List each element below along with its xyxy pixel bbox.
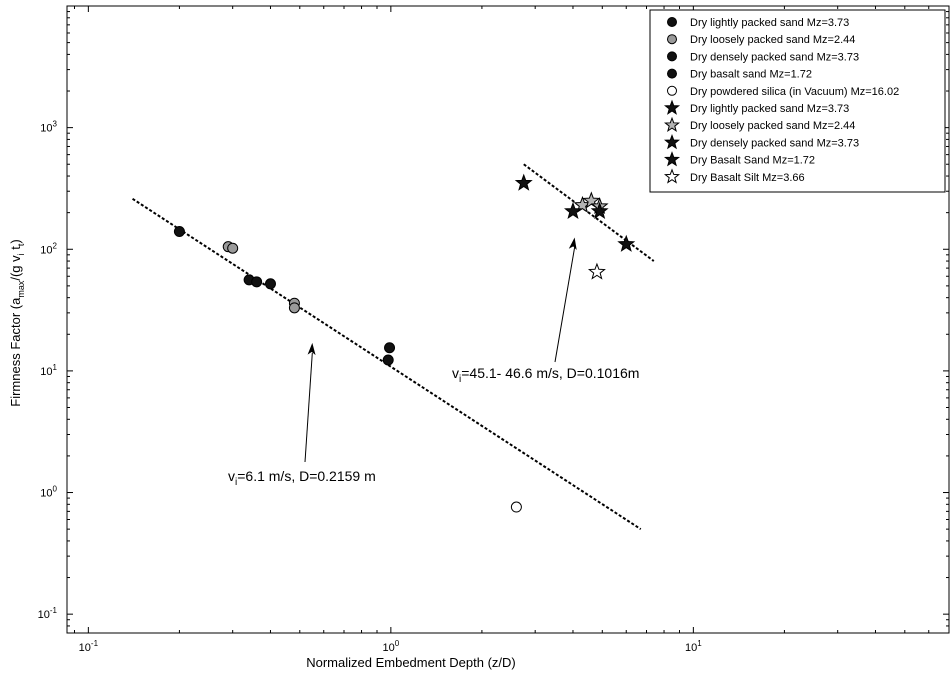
legend-label: Dry basalt sand Mz=1.72	[690, 69, 812, 81]
y-tick-label: 101	[40, 363, 57, 378]
legend-label: Dry loosely packed sand Mz=2.44	[690, 120, 855, 132]
legend-marker	[663, 168, 681, 184]
data-point-series-9	[617, 234, 636, 252]
x-tick-label: 10-1	[79, 639, 99, 654]
fit-line-1	[132, 197, 642, 530]
legend-marker	[663, 133, 681, 150]
data-point-series-6	[514, 173, 533, 191]
legend-label: Dry densely packed sand Mz=3.73	[690, 137, 859, 149]
legend-label: Dry lightly packed sand Mz=3.73	[690, 17, 849, 29]
annotation-arrow-shaft	[554, 247, 576, 363]
data-point-series-7	[582, 191, 601, 209]
y-tick-label: 103	[40, 120, 57, 135]
annotation-label: vi=6.1 m/s, D=0.2159 m	[228, 468, 376, 488]
data-point-series-1	[251, 276, 263, 288]
legend-label: Dry Basalt Silt Mz=3.66	[690, 172, 805, 184]
data-point-series-1	[173, 225, 185, 237]
legend-marker	[663, 151, 681, 167]
fit-line-2	[523, 163, 655, 262]
data-point-series-4	[382, 354, 394, 366]
legend-marker	[667, 17, 677, 27]
legend-marker	[667, 34, 677, 45]
data-point-series-8	[590, 201, 609, 219]
y-tick-label: 102	[40, 241, 57, 256]
legend-label: Dry loosely packed sand Mz=2.44	[690, 34, 855, 46]
x-tick-label: 100	[383, 639, 400, 654]
legend-label: Dry powdered silica (in Vacuum) Mz=16.02	[690, 86, 899, 98]
plot-frame	[66, 5, 950, 634]
data-point-series-2	[288, 302, 300, 314]
legend-marker	[663, 116, 681, 133]
annotation-label: vi=45.1- 46.6 m/s, D=0.1016m	[452, 365, 639, 385]
data-point-series-8	[564, 201, 582, 219]
annotation-arrow-shaft	[304, 352, 313, 463]
legend-label: Dry densely packed sand Mz=3.73	[690, 51, 859, 63]
legend-marker	[663, 99, 681, 115]
data-point-series-1	[264, 278, 276, 290]
annotation-arrow-head	[568, 237, 577, 250]
legend-marker	[667, 85, 677, 96]
x-tick-label: 101	[685, 639, 702, 654]
data-point-series-2	[227, 242, 239, 254]
data-point-series-5	[510, 501, 522, 513]
legend-marker	[667, 51, 677, 62]
data-point-series-3	[384, 342, 396, 354]
legend-label: Dry lightly packed sand Mz=3.73	[690, 103, 849, 115]
data-point-series-10	[587, 262, 606, 280]
x-axis-title: Normalized Embedment Depth (z/D)	[306, 655, 516, 670]
y-axis-title: Firmness Factor (amax/(g vi tt)	[8, 239, 26, 406]
legend-marker	[667, 68, 677, 79]
legend-box	[649, 9, 946, 193]
y-tick-label: 100	[40, 485, 57, 500]
legend-label: Dry Basalt Sand Mz=1.72	[690, 155, 815, 167]
annotation-arrow-head	[307, 342, 316, 356]
y-tick-label: 10-1	[38, 606, 58, 621]
